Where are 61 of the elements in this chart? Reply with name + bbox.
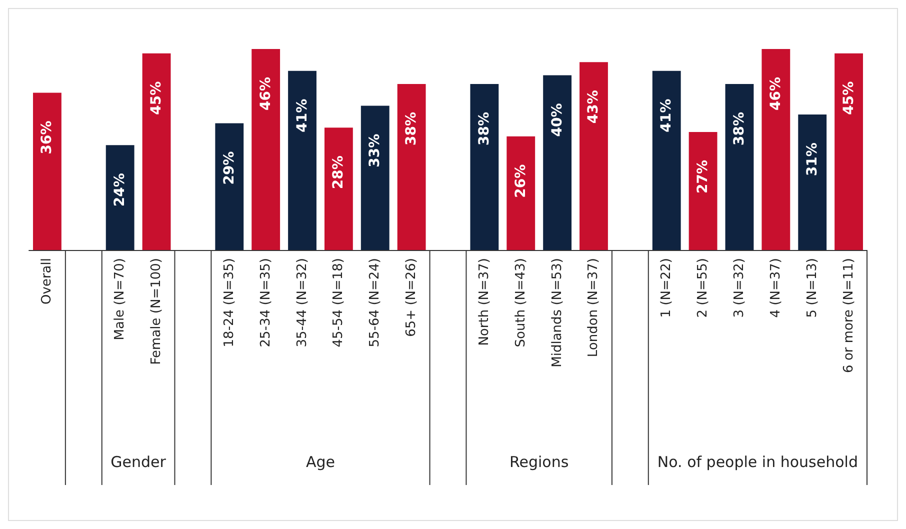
data-label: 24% [112,173,128,207]
x-tick-label: Male (N=70) [112,258,128,340]
data-label: 45% [148,81,165,115]
text: Gender [110,453,167,471]
x-tick-label: 35-44 (N=32) [294,258,310,348]
data-label: 27% [695,160,712,194]
x-tick-label: 45-54 (N=18) [331,258,346,348]
bar [762,49,790,250]
data-label: 46% [258,77,274,111]
x-tick-label: North (N=37) [476,258,492,346]
data-label: 40% [549,103,566,137]
bar [834,53,863,250]
bar [397,84,426,250]
bar [725,84,754,250]
bar [33,92,62,250]
x-tick-label: South (N=43) [513,258,528,348]
bar [580,62,608,250]
x-tick-label: 1 (N=22) [659,258,674,318]
bar [142,53,171,250]
x-tick-label: 25-34 (N=35) [258,258,274,348]
bar [252,49,280,250]
x-tick-label: Midlands (N=53) [550,258,565,368]
text: No. of people in household [657,453,858,471]
x-tick-label: 55-64 (N=24) [368,258,383,348]
bar [798,114,827,250]
x-tick-label: 3 (N=32) [732,258,747,318]
bar [215,123,244,250]
data-label: 33% [367,134,384,168]
x-tick-label: 18-24 (N=35) [222,258,237,348]
x-tick-label: London (N=37) [586,258,602,358]
data-label: 46% [768,77,784,111]
data-label: 31% [804,142,820,176]
x-tick-label: 2 (N=55) [696,258,711,318]
data-label: 26% [512,164,529,198]
data-label: 45% [840,81,857,115]
bar [688,132,718,250]
bar [470,84,499,250]
x-tick-label: 5 (N=13) [804,258,820,318]
data-label: 38% [731,112,748,146]
bar [360,106,390,250]
x-tick-label: Female (N=100) [149,258,164,365]
data-label: 38% [404,112,420,146]
data-label: 29% [221,151,238,185]
data-label: 38% [476,112,492,146]
data-label: 41% [658,98,675,132]
data-label: 28% [330,156,347,190]
bar [506,136,536,250]
bar [543,75,572,250]
bar [652,70,681,250]
x-tick-label: Overall [40,258,55,304]
data-label: 36% [39,120,56,154]
text: Regions [510,453,569,471]
text: Age [306,453,335,471]
bar [288,70,316,250]
x-tick-label: 65+ (N=26) [404,258,420,337]
x-tick-label: 6 or more (N=11) [841,258,856,373]
bar [324,128,353,250]
data-label: 41% [294,98,310,132]
bar [106,145,134,250]
data-label: 43% [586,90,602,124]
x-tick-label: 4 (N=37) [768,258,784,318]
